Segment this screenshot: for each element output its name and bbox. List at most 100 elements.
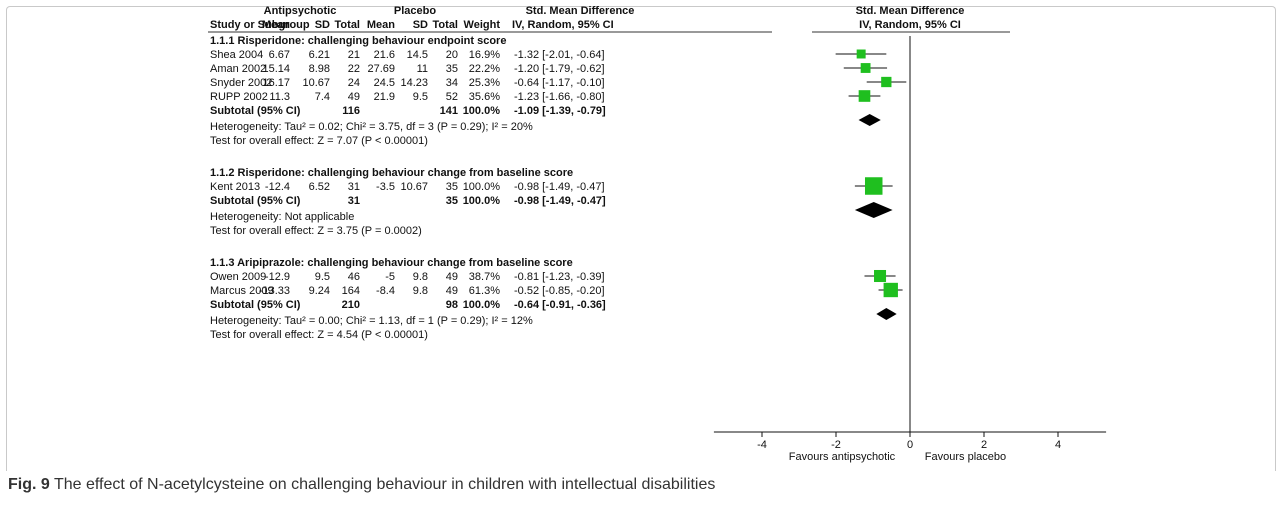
study-total1: 49 xyxy=(348,91,360,103)
favours-left-label: Favours antipsychotic xyxy=(789,451,896,463)
study-sd2: 9.8 xyxy=(413,285,428,297)
group2-header: Placebo xyxy=(394,5,436,17)
study-mean2: 24.5 xyxy=(374,77,395,89)
subgroup-title: 1.1.1 Risperidone: challenging behaviour… xyxy=(210,35,506,47)
overall-effect-text: Test for overall effect: Z = 7.07 (P < 0… xyxy=(210,135,428,147)
study-sd1: 9.5 xyxy=(315,271,330,283)
study-total1: 46 xyxy=(348,271,360,283)
study-name: Owen 2009 xyxy=(210,271,266,283)
col-mean1: Mean xyxy=(262,19,290,31)
subtotal-total1: 210 xyxy=(342,299,360,311)
x-axis: -4 -2 0 2 4 Favours antipsychotic Favours plac… xyxy=(713,36,1107,463)
plot-header-title: Std. Mean Difference xyxy=(856,5,965,17)
study-square xyxy=(864,177,883,195)
subtotal-total1: 31 xyxy=(348,195,360,207)
study-name: Aman 2002 xyxy=(210,63,266,75)
subgroup-title: 1.1.2 Risperidone: challenging behaviour… xyxy=(210,167,573,179)
x-tick-label: 2 xyxy=(981,439,987,451)
figure-caption: Fig. 9 The effect of N-acetylcysteine on… xyxy=(8,476,715,494)
study-mean1: -13.33 xyxy=(259,285,290,297)
study-sd1: 7.4 xyxy=(315,91,330,103)
caption-label: Fig. 9 xyxy=(8,476,50,493)
subtotal-weight: 100.0% xyxy=(463,299,501,311)
study-weight: 35.6% xyxy=(469,91,500,103)
figure-frame xyxy=(6,6,1276,471)
study-weight: 16.9% xyxy=(469,49,500,61)
study-mean1: -12.4 xyxy=(265,181,290,193)
study-sd2: 9.5 xyxy=(413,91,428,103)
study-total2: 49 xyxy=(446,285,458,297)
subtotal-total2: 35 xyxy=(446,195,458,207)
study-total2: 52 xyxy=(446,91,458,103)
table-body: 1.1.1 Risperidone: challenging behaviour… xyxy=(210,35,606,341)
overall-effect-text: Test for overall effect: Z = 4.54 (P < 0… xyxy=(210,329,428,341)
study-ci: -0.98 [-1.49, -0.47] xyxy=(514,181,605,193)
plot-header-sub: IV, Random, 95% CI xyxy=(859,19,961,31)
study-weight: 38.7% xyxy=(469,271,500,283)
study-square xyxy=(881,76,892,88)
x-tick-label: 4 xyxy=(1055,439,1061,451)
subtotal-label: Subtotal (95% CI) xyxy=(210,105,301,117)
study-total2: 35 xyxy=(446,63,458,75)
study-sd2: 11 xyxy=(417,63,428,75)
subtotal-total2: 98 xyxy=(446,299,458,311)
subtotal-label: Subtotal (95% CI) xyxy=(210,195,301,207)
study-total2: 20 xyxy=(446,49,458,61)
subtotal-weight: 100.0% xyxy=(463,195,501,207)
subtotal-total2: 141 xyxy=(440,105,458,117)
heterogeneity-text: Heterogeneity: Not applicable xyxy=(210,211,354,223)
col-total1: Total xyxy=(335,19,360,31)
forest-plot: Antipsychotic Placebo Std. Mean Differen… xyxy=(208,5,1107,463)
plot-marks xyxy=(835,49,907,320)
study-total2: 49 xyxy=(446,271,458,283)
study-sd2: 14.23 xyxy=(400,77,428,89)
study-total1: 164 xyxy=(342,285,360,297)
subtotal-diamond xyxy=(876,308,897,320)
study-square xyxy=(874,269,887,283)
study-weight: 61.3% xyxy=(469,285,500,297)
study-mean2: -5 xyxy=(385,271,395,283)
subtotal-total1: 116 xyxy=(342,105,360,117)
study-square xyxy=(860,63,871,73)
study-mean2: 27.69 xyxy=(367,63,395,75)
study-total1: 22 xyxy=(348,63,360,75)
favours-right-label: Favours placebo xyxy=(925,451,1006,463)
study-square xyxy=(883,282,898,298)
study-ci: -0.64 [-1.17, -0.10] xyxy=(514,77,605,89)
subtotal-diamond xyxy=(858,114,881,126)
study-square xyxy=(858,90,871,102)
col-ci: IV, Random, 95% CI xyxy=(512,19,614,31)
study-square xyxy=(856,49,866,59)
study-sd1: 6.21 xyxy=(309,49,330,61)
subtotal-label: Subtotal (95% CI) xyxy=(210,299,301,311)
subtotal-ci: -0.64 [-0.91, -0.36] xyxy=(514,299,606,311)
study-mean2: -3.5 xyxy=(376,181,395,193)
study-name: Snyder 2002 xyxy=(210,77,272,89)
subtotal-ci: -0.98 [-1.49, -0.47] xyxy=(514,195,606,207)
subtotal-ci: -1.09 [-1.39, -0.79] xyxy=(514,105,606,117)
study-mean1: 15.14 xyxy=(262,63,290,75)
study-ci: -1.23 [-1.66, -0.80] xyxy=(514,91,605,103)
subgroup-title: 1.1.3 Aripiprazole: challenging behaviou… xyxy=(210,257,573,269)
study-total2: 34 xyxy=(446,77,458,89)
study-mean2: -8.4 xyxy=(376,285,395,297)
col-total2: Total xyxy=(433,19,458,31)
study-name: Kent 2013 xyxy=(210,181,260,193)
col-sd1: SD xyxy=(315,19,330,31)
col-mean2: Mean xyxy=(367,19,395,31)
x-tick-label: -2 xyxy=(831,439,841,451)
study-total1: 24 xyxy=(348,77,360,89)
group1-header: Antipsychotic xyxy=(264,5,337,17)
study-mean1: 11.3 xyxy=(269,91,290,103)
x-tick-label: -4 xyxy=(757,439,767,451)
study-ci: -0.52 [-0.85, -0.20] xyxy=(514,285,605,297)
study-name: RUPP 2002 xyxy=(210,91,268,103)
study-sd1: 10.67 xyxy=(302,77,330,89)
study-name: Marcus 2009 xyxy=(210,285,274,297)
study-ci: -1.20 [-1.79, -0.62] xyxy=(514,63,605,75)
study-weight: 25.3% xyxy=(469,77,500,89)
study-sd1: 8.98 xyxy=(309,63,330,75)
subtotal-weight: 100.0% xyxy=(463,105,501,117)
study-name: Shea 2004 xyxy=(210,49,263,61)
col-study: Study or Subgroup xyxy=(210,19,310,31)
